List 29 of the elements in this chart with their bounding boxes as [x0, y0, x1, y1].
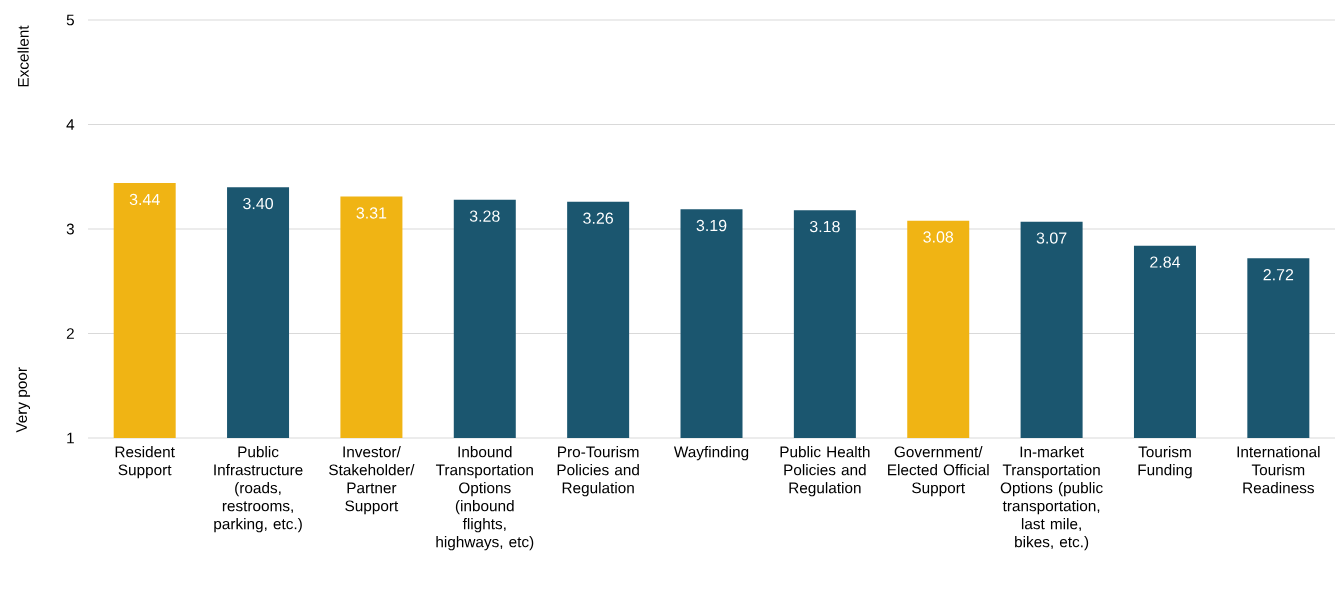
y-tick-label: 2 [66, 328, 74, 339]
data-label: 3.08 [923, 231, 954, 243]
x-tick-label: Investor/ Stakeholder/ Partner Support [329, 446, 415, 515]
text: Very poor [16, 367, 31, 433]
y-tick-label: 1 [67, 432, 74, 444]
data-label: 3.44 [129, 193, 160, 206]
y-tick-label: 4 [66, 119, 75, 130]
x-tick-label: Government/ Elected Official Support [888, 446, 989, 497]
x-tick-label: In-market Transportation Options (public transportation, last mile, bikes, etc.) [1000, 446, 1103, 551]
x-tick-label: Resident Support [115, 446, 175, 479]
data-label: 2.84 [1150, 256, 1181, 268]
x-tick-label: Public Infrastructure (roads, restrooms, parking, etc.) [214, 446, 303, 533]
y-tick-label: 3 [66, 223, 74, 235]
data-label: 3.26 [583, 212, 614, 224]
data-label: 3.19 [696, 219, 727, 232]
x-tick-label: Pro-Tourism Policies and Regulation [557, 446, 639, 497]
data-label: 3.31 [356, 207, 387, 219]
data-label: 2.72 [1263, 268, 1294, 281]
y-tick-label: 5 [66, 14, 74, 26]
data-label: 3.40 [243, 197, 273, 210]
text: Excellent [17, 25, 29, 87]
data-label: 3.28 [469, 210, 500, 222]
data-label: 3.07 [1036, 232, 1067, 244]
x-tick-label: Wayfinding [673, 446, 749, 461]
x-tick-label: Inbound Transportation Options (inbound flights, highways, etc) [435, 446, 534, 551]
x-tick-label: Public Health Policies and Regulation [780, 446, 870, 497]
data-label: 3.18 [809, 220, 840, 233]
x-tick-label: International Tourism Readiness [1237, 446, 1320, 494]
x-tick-label: Tourism Funding [1138, 446, 1192, 479]
